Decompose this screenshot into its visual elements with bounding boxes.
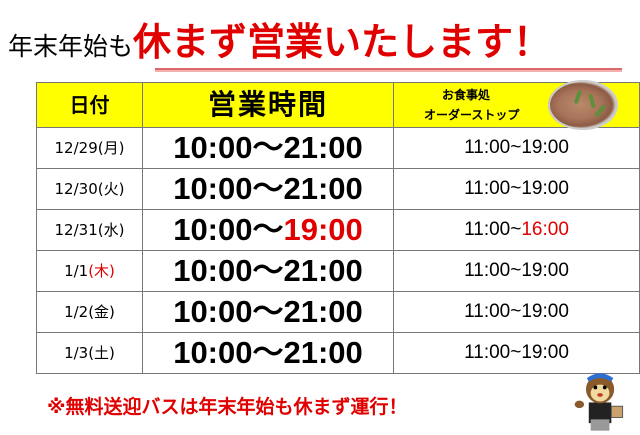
food-open-time: 11:00~ [464,219,522,240]
date-cell: 12/31(水) [36,209,143,251]
food-hours-cell: 11:00~19:00 [393,332,640,374]
hours-cell: 10:00〜19:00 [142,209,394,251]
table-row: 12/29(月) 10:00〜21:00 11:00~19:00 [36,127,640,169]
food-close-time: 19:00 [521,342,569,363]
food-hours-cell: 11:00~19:00 [393,291,640,333]
date: 12/31 [54,221,98,239]
date: 12/29 [54,139,98,157]
page-title: 年末年始も休まず営業いたします！ [8,18,551,66]
header-food-line1: お食事処 [442,88,491,102]
food-open-time: 11:00~ [464,260,522,281]
open-time: 10:00〜 [173,212,284,247]
hours-cell: 10:00〜21:00 [142,250,394,292]
hours-cell: 10:00〜21:00 [142,291,394,333]
date-cell: 12/29(月) [36,127,143,169]
header-date: 日付 [36,82,143,128]
food-close-time: 19:00 [521,301,569,322]
weekday: (水) [97,221,125,239]
footer-notice: ※無料送迎バスは年末年始も休まず運行！ [47,396,408,418]
title-prefix: 年末年始も [8,32,134,61]
header-food: お食事処 オーダーストップ [393,82,640,128]
title-underline [155,68,622,72]
date: 1/2 [64,303,89,321]
weekday: (月) [97,139,125,157]
food-open-time: 11:00~ [464,301,522,322]
mascot-illustration [574,373,624,431]
table-row: 1/1(木) 10:00〜21:00 11:00~19:00 [36,250,640,292]
hours-table: 日付 営業時間 お食事処 オーダーストップ 12/29(月) 10:00〜21:… [36,82,640,374]
close-time: 21:00 [283,130,363,165]
header-food-line2: オーダーストップ [424,108,520,122]
date-cell: 1/1(木) [36,250,143,292]
date-cell: 1/2(金) [36,291,143,333]
food-hours-cell: 11:00~16:00 [393,209,640,251]
open-time: 10:00〜 [173,171,284,206]
hours-cell: 10:00〜21:00 [142,127,394,169]
close-time: 21:00 [283,294,363,329]
header-hours: 営業時間 [142,82,394,128]
food-open-time: 11:00~ [464,342,522,363]
food-close-time: 19:00 [521,178,569,199]
hours-cell: 10:00〜21:00 [142,168,394,210]
weekday: (木) [88,262,115,280]
date: 1/1 [64,262,89,280]
close-time: 19:00 [283,212,363,247]
food-hours-cell: 11:00~19:00 [393,168,640,210]
table-row: 1/2(金) 10:00〜21:00 11:00~19:00 [36,291,640,333]
food-hours-cell: 11:00~19:00 [393,127,640,169]
open-time: 10:00〜 [173,294,284,329]
close-time: 21:00 [283,171,363,206]
food-open-time: 11:00~ [464,137,522,158]
open-time: 10:00〜 [173,335,284,370]
weekday: (金) [88,303,115,321]
food-open-time: 11:00~ [464,178,522,199]
table-row: 1/3(土) 10:00〜21:00 11:00~19:00 [36,332,640,374]
close-time: 21:00 [283,335,363,370]
open-time: 10:00〜 [173,253,284,288]
open-time: 10:00〜 [173,130,284,165]
date-cell: 12/30(火) [36,168,143,210]
date-cell: 1/3(土) [36,332,143,374]
table-row: 12/31(水) 10:00〜19:00 11:00~16:00 [36,209,640,251]
title-main: 休まず営業いたします！ [133,20,552,64]
date: 12/30 [54,180,98,198]
food-hours-cell: 11:00~19:00 [393,250,640,292]
close-time: 21:00 [283,253,363,288]
food-close-time: 19:00 [521,260,569,281]
food-close-time: 16:00 [521,219,569,240]
date: 1/3 [64,344,89,362]
hours-cell: 10:00〜21:00 [142,332,394,374]
weekday: (土) [88,344,115,362]
table-header-row: 日付 営業時間 お食事処 オーダーストップ [36,82,640,128]
weekday: (火) [97,180,125,198]
table-row: 12/30(火) 10:00〜21:00 11:00~19:00 [36,168,640,210]
food-close-time: 19:00 [521,137,569,158]
food-bowl-image [548,80,618,130]
